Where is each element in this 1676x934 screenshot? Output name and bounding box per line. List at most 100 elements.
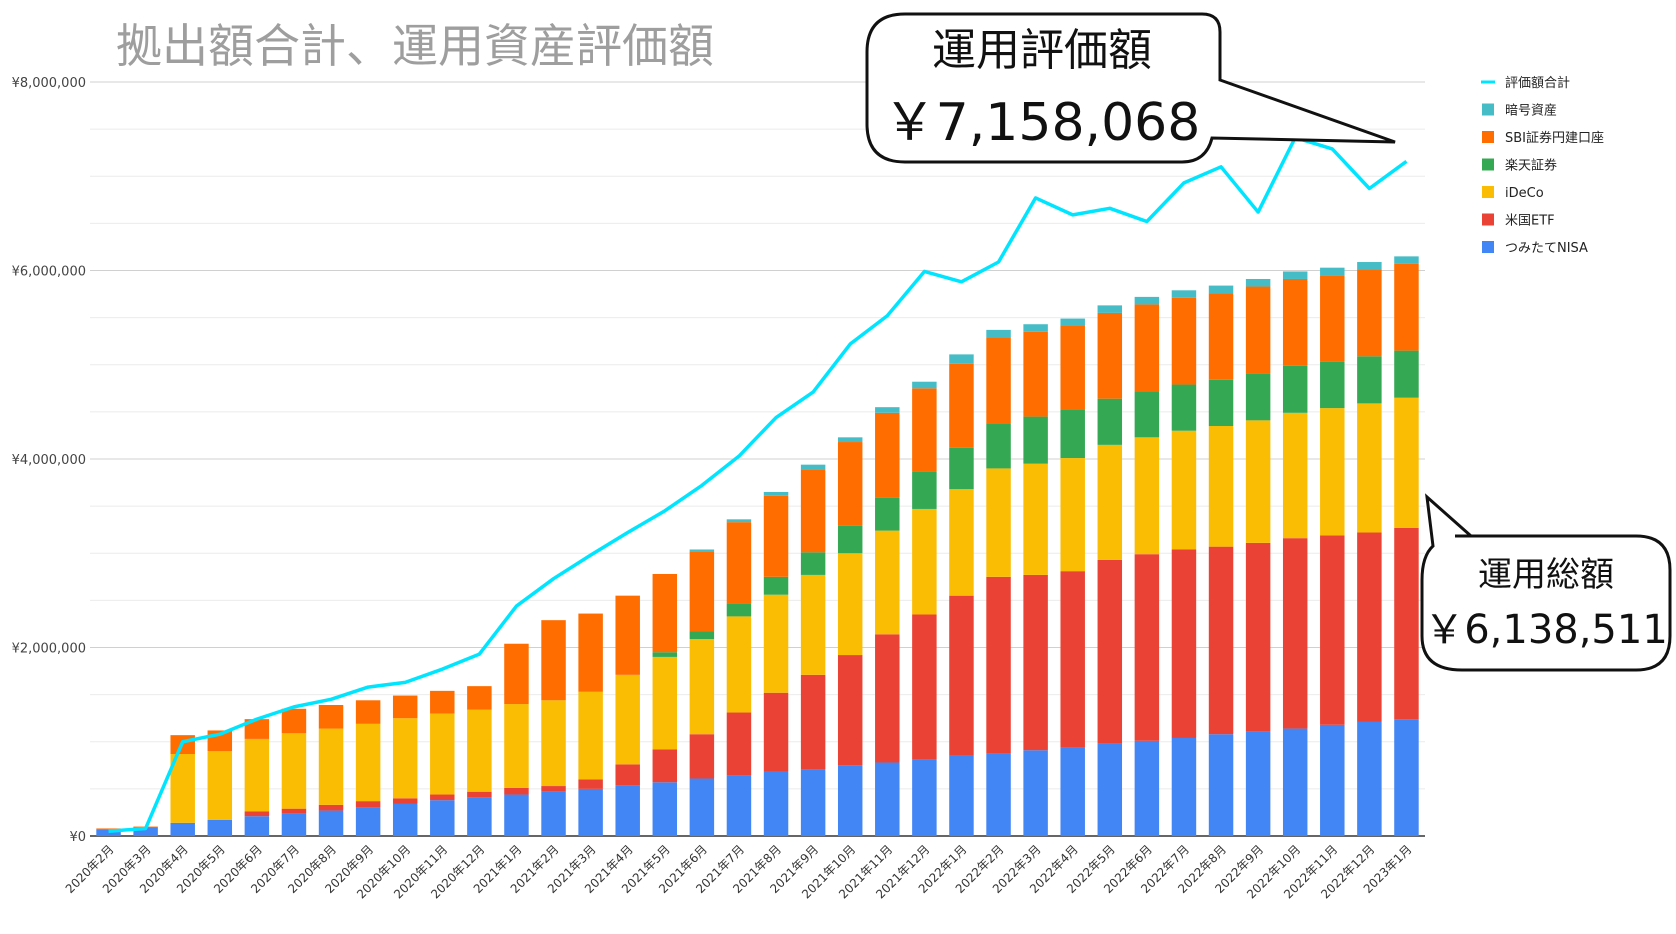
bar-segment [467,797,492,836]
bar-segment [652,652,678,657]
bar-segment [912,508,937,615]
bar-segment [578,788,603,836]
bar-segment [1245,286,1271,374]
bar-segment [244,738,270,812]
bar-segment [875,634,900,763]
bar-segment [949,755,974,836]
y-tick-label: ¥6,000,000 [12,265,86,280]
bar-segment [578,691,603,780]
bar-segment [800,574,826,675]
bar-segment [1282,271,1308,279]
bar-segment [1282,278,1308,366]
bar-segment [541,791,566,836]
bar-segment [207,751,233,820]
bar-segment [652,782,678,836]
y-tick-label: ¥2,000,000 [12,642,86,657]
bar-segment [912,471,937,509]
bar-segment [986,329,1011,338]
bar-segment [133,827,158,836]
bar-segment [1245,278,1271,287]
bar-segment [1320,267,1345,276]
bar-segment [763,771,789,836]
y-tick-label: ¥4,000,000 [12,453,86,468]
bar-segment [689,639,715,735]
bar-segment [281,733,307,809]
legend-swatch [1482,158,1494,171]
bar-segment [986,753,1011,836]
bar-segment [615,595,640,675]
bar-segment [430,800,455,836]
bar-segment [281,808,307,814]
chart-title: 拠出額合計、運用資産評価額 [116,19,714,73]
bar-segment [1394,350,1419,398]
legend-label: iDeCo [1505,186,1544,201]
bar-segment [912,759,937,836]
bar-segment [1245,420,1271,543]
bar-segment [244,811,270,817]
bar-segment [541,700,566,787]
bar-segment [986,576,1011,754]
bar-segment [763,491,789,496]
bar-segment [726,616,752,713]
legend-swatch [1482,241,1494,253]
bar-segment [207,819,233,836]
bar-segment [1097,559,1123,744]
bar-segment [281,708,307,734]
legend-swatch [1482,131,1494,143]
bar-segment [1171,430,1197,550]
bar-segment [1171,384,1197,431]
line-series-total [108,135,1408,834]
bar-segment [763,594,789,693]
legend-swatch [1482,186,1494,198]
bar-segment [1060,747,1085,836]
bar-segment [652,656,678,750]
bar-segment [541,786,566,792]
bar-segment [318,810,344,836]
bar-segment [392,718,418,799]
bar-segment [1171,290,1197,298]
bar-segment [1357,532,1382,722]
bar-segment [1171,297,1197,385]
bar-segment [1134,554,1160,741]
bar-segment [1023,416,1048,464]
bar-segment [1134,304,1160,392]
bar-segment [1134,296,1160,305]
callout-eval-title: 運用評価額 [932,25,1152,76]
bar-segment [170,822,195,836]
bar-segment [949,363,974,448]
bar-segment [244,719,270,739]
bar-segment [837,553,863,656]
legend-label: SBI証券円建口座 [1505,130,1604,146]
bar-segment [1282,728,1308,836]
bar-segment [837,442,863,526]
bar-segment [1357,403,1382,533]
bar-segment [1097,312,1123,399]
bar-segment [355,807,381,836]
bar-segment [875,530,900,635]
bar-segment [430,713,455,795]
bar-segment [726,603,752,617]
bar-segment [1134,391,1160,438]
bar-segment [1282,365,1308,413]
grid-lines [90,81,1425,837]
stacked-bars [96,256,1419,836]
bar-segment [949,447,974,490]
bar-segment [1208,285,1234,294]
bar-segment [578,613,603,692]
legend-label: 楽天証券 [1505,158,1557,174]
bar-segment [1394,397,1419,528]
bar-segment [467,709,492,792]
bar-segment [912,388,937,472]
bar-segment [689,734,715,779]
bar-segment [1060,318,1085,326]
bar-segment [1394,527,1419,720]
bar-segment [430,690,455,714]
bar-segment [1097,398,1123,445]
bar-segment [800,464,826,470]
bar-segment [1097,444,1123,560]
bar-segment [875,412,900,498]
bar-segment [1245,542,1271,732]
bar-segment [726,775,752,836]
bar-segment [1245,373,1271,421]
bar-segment [1357,262,1382,270]
